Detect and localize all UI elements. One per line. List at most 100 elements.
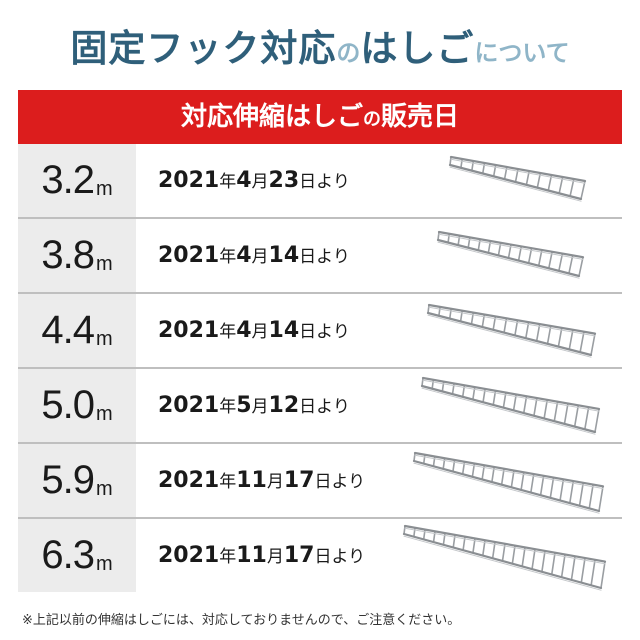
- title-part-1: 固定フック対応: [70, 27, 337, 70]
- date-day: 17: [283, 468, 315, 493]
- ladder-part: [580, 557, 586, 584]
- ladder-part: [460, 158, 463, 169]
- length-cell: 5.0 m: [18, 369, 136, 442]
- ladder-part: [422, 453, 426, 465]
- length-cell: 5.9 m: [18, 444, 136, 517]
- ladder-part: [422, 528, 426, 541]
- ladder-part: [598, 485, 604, 512]
- ladder-part: [448, 163, 583, 201]
- table-row: 4.4 m 2021年4月14日より: [18, 294, 622, 369]
- ladder-part: [580, 180, 586, 200]
- ladder-part: [558, 252, 564, 272]
- ladder-part: [557, 327, 563, 348]
- ladder-part: [535, 323, 541, 342]
- ladder-part: [590, 559, 596, 587]
- table-row: 6.3 m 2021年11月17日より: [18, 519, 622, 594]
- date-month: 5: [236, 393, 252, 418]
- ladder-part: [546, 325, 552, 345]
- ladder-part: [541, 550, 546, 573]
- date-month: 4: [236, 168, 252, 193]
- date-month: 4: [236, 318, 252, 343]
- date-day: 14: [268, 318, 300, 343]
- ladder-part: [421, 376, 601, 411]
- footnote: ※上記以前の伸縮はしごには、対応しておりませんので、ご注意ください。: [22, 613, 461, 628]
- ladder-part: [594, 408, 600, 433]
- date-year: 2021: [158, 243, 220, 268]
- date-day-suffix: 日より: [314, 472, 366, 492]
- ladder-part: [421, 387, 596, 435]
- ladder-part: [449, 166, 582, 202]
- ladder-part: [522, 395, 528, 414]
- ladder-part: [501, 542, 506, 562]
- release-table: 3.2 m 2021年4月23日より 3.8 m 2021年4月14日より 4.4 m…: [18, 144, 622, 594]
- date-year-suffix: 年: [219, 547, 237, 567]
- ladder-part: [525, 321, 530, 340]
- ladder-part: [569, 178, 575, 197]
- length-value: 4.4: [41, 308, 95, 352]
- length-unit: m: [95, 553, 113, 575]
- ladder-part: [471, 160, 475, 172]
- ladder-part: [588, 483, 594, 510]
- table-row: 5.9 m 2021年11月17日より: [18, 444, 622, 519]
- length-value: 5.9: [41, 458, 95, 502]
- release-date: 2021年5月12日より: [158, 369, 350, 442]
- ladder-part: [533, 397, 538, 417]
- ladder-part: [558, 176, 564, 195]
- ladder-part: [539, 474, 545, 497]
- date-year-suffix: 年: [219, 322, 237, 342]
- date-year-suffix: 年: [219, 472, 237, 492]
- ladder-part: [403, 525, 406, 535]
- date-day-suffix: 日より: [314, 547, 366, 567]
- date-year: 2021: [158, 393, 220, 418]
- ladder-part: [403, 535, 602, 591]
- ladder-part: [450, 158, 586, 184]
- date-day-suffix: 日より: [299, 397, 350, 417]
- ladder-part: [414, 454, 604, 489]
- ladder-part: [402, 532, 603, 590]
- ladder-part: [550, 551, 556, 576]
- ladder-image: [420, 376, 601, 435]
- date-day-suffix: 日より: [299, 172, 350, 192]
- release-date: 2021年11月17日より: [158, 444, 365, 517]
- date-year: 2021: [158, 543, 220, 568]
- release-date: 2021年11月17日より: [158, 519, 365, 592]
- length-unit: m: [95, 478, 113, 500]
- ladder-part: [427, 303, 597, 335]
- ladder-part: [441, 380, 445, 393]
- date-month-suffix: 月: [251, 322, 269, 342]
- ladder-part: [579, 330, 585, 354]
- ladder-part: [449, 155, 587, 183]
- date-month-suffix: 月: [251, 247, 269, 267]
- ladder-part: [578, 481, 585, 507]
- ladder-part: [438, 306, 441, 317]
- ladder-part: [437, 241, 580, 279]
- ladder-part: [491, 541, 496, 560]
- ladder-part: [568, 480, 575, 504]
- title-part-3: はしご: [360, 27, 475, 70]
- release-date: 2021年4月23日より: [158, 144, 350, 217]
- ladder-part: [413, 452, 416, 462]
- ladder-part: [420, 384, 597, 434]
- ladder-part: [578, 256, 584, 277]
- ladder-part: [600, 560, 606, 589]
- title-part-2: の: [336, 39, 361, 67]
- ladder-part: [437, 230, 585, 259]
- ladder-part: [570, 555, 576, 581]
- ladder-part: [438, 233, 584, 260]
- ladder-part: [531, 548, 536, 570]
- ladder-part: [568, 329, 574, 351]
- ladder-part: [590, 332, 596, 356]
- table-header: 対応伸縮はしごの販売日: [18, 90, 622, 144]
- date-day: 23: [268, 168, 300, 193]
- ladder-part: [553, 400, 559, 422]
- ladder-image: [448, 155, 587, 202]
- ladder-part: [413, 451, 605, 488]
- ladder-part: [512, 393, 517, 412]
- ladder-part: [549, 476, 555, 499]
- length-cell: 3.2 m: [18, 144, 136, 217]
- header-part-1: 対応伸縮はしご: [180, 102, 363, 132]
- ladder-part: [563, 402, 569, 425]
- length-value: 3.2: [41, 158, 95, 202]
- length-unit: m: [95, 253, 113, 275]
- length-cell: 6.3 m: [18, 519, 136, 592]
